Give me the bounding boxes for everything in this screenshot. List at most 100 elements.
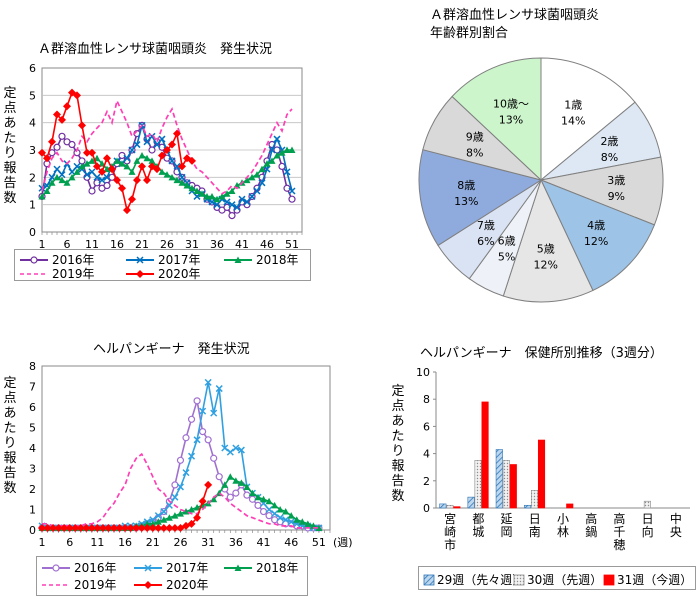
data-point <box>53 110 61 119</box>
data-point <box>215 473 223 481</box>
pie-label-category: 4歳 <box>587 219 605 232</box>
bar-日南 <box>530 490 539 509</box>
category-label: 日南 <box>529 512 541 539</box>
legend-label: 30週（先週） <box>527 573 603 587</box>
data-point <box>73 91 81 100</box>
pie-label-percent: 8% <box>466 147 483 160</box>
y-tick-label: 5 <box>29 422 36 435</box>
data-point <box>221 481 229 488</box>
legend-label: 2016年 <box>52 253 95 267</box>
pie-label-percent: 13% <box>499 114 523 127</box>
data-point <box>215 385 223 393</box>
pie-slice-5歳 <box>502 178 594 303</box>
legend-item: 29週（先々週） <box>423 571 524 588</box>
y-tick-label: 4 <box>29 117 36 130</box>
data-point <box>193 436 201 444</box>
x-tick-label: 6 <box>66 536 73 549</box>
data-point <box>260 495 268 503</box>
category-label-char: 市 <box>444 537 456 552</box>
y-tick-label: 6 <box>29 62 36 75</box>
category-label-char: 中 <box>670 511 682 526</box>
data-point <box>178 179 186 186</box>
data-point <box>83 171 91 179</box>
data-point <box>103 181 111 190</box>
legend-swatch <box>134 580 162 589</box>
legend-item: 2017年 <box>133 559 209 576</box>
legend-label: 2019年 <box>74 578 117 592</box>
x-tick-label: 21 <box>135 238 149 251</box>
legend-swatch-marker <box>136 269 144 278</box>
x-tick-label: 46 <box>284 536 298 549</box>
data-point <box>38 523 46 532</box>
data-point <box>76 523 85 532</box>
category-label-char: 延 <box>501 512 513 526</box>
legend-item: 2018年 <box>223 251 299 268</box>
y-tick-label: 2 <box>29 171 36 184</box>
data-point <box>238 195 246 203</box>
legend-swatch <box>42 563 70 572</box>
data-point <box>210 495 218 503</box>
data-point <box>58 176 66 184</box>
legend-item: 2019年 <box>41 576 117 593</box>
bar-都城 <box>467 496 475 509</box>
data-point <box>187 415 196 423</box>
bar-legend: 29週（先々週） 30週（先週） 31週（今週） <box>418 566 696 590</box>
data-point <box>218 192 226 200</box>
legend-item: 2020年 <box>133 576 209 593</box>
x-tick-label: 46 <box>260 238 274 251</box>
data-point <box>38 192 46 200</box>
pie-label-category: 3歳 <box>607 174 625 187</box>
bar-宮崎市 <box>439 503 447 509</box>
data-point <box>43 187 51 194</box>
pie-slice-8歳 <box>418 149 543 247</box>
data-point <box>243 198 251 206</box>
data-point <box>273 135 281 143</box>
legend-swatch <box>126 255 154 264</box>
strep-chart-title: Ａ群溶血性レンサ球菌咽頭炎 発生状況 <box>38 42 273 57</box>
y-tick-label: 8 <box>423 393 430 406</box>
data-point <box>253 187 261 195</box>
data-point <box>133 176 141 185</box>
legend-swatch-box <box>513 574 525 585</box>
category-label-char: 高 <box>585 511 597 526</box>
data-point <box>115 523 124 532</box>
x-tick-label: 41 <box>257 536 271 549</box>
data-point <box>282 508 290 515</box>
data-point <box>248 489 256 497</box>
data-point <box>78 121 86 130</box>
data-point <box>98 176 106 184</box>
data-point <box>193 513 202 522</box>
category-label-char: 小 <box>557 512 569 526</box>
data-point <box>271 501 279 509</box>
data-point <box>165 501 173 509</box>
data-point <box>271 510 279 518</box>
data-point <box>98 523 107 532</box>
data-point <box>165 523 174 532</box>
data-point <box>171 481 179 489</box>
data-point <box>123 162 131 170</box>
legend-swatch-box <box>603 574 615 585</box>
category-label-char: 高 <box>613 511 625 526</box>
data-point <box>138 162 146 171</box>
category-label-char: 穂 <box>613 538 625 552</box>
data-point <box>123 154 131 162</box>
data-point <box>82 523 91 532</box>
x-tick-label: 11 <box>90 536 104 549</box>
y-tick-label: 8 <box>29 360 36 373</box>
data-point <box>103 173 111 181</box>
pie-slice-1歳 <box>540 57 636 182</box>
data-point <box>304 520 312 527</box>
legend-swatch-marker <box>234 256 242 263</box>
data-point <box>153 165 161 174</box>
legend-swatch <box>603 574 615 585</box>
pie-label-percent: 14% <box>561 115 585 128</box>
category-label: 宮崎市 <box>444 511 456 552</box>
data-point <box>154 518 162 525</box>
legend-item: 31週（今週） <box>603 571 692 588</box>
data-point <box>265 497 273 505</box>
data-point <box>232 489 240 497</box>
herpangina-legend: 2016年 2017年 2018年 2019年 2020年 <box>36 556 308 596</box>
category-label-char: 鍋 <box>585 524 597 539</box>
pie-label-percent: 5% <box>498 250 515 263</box>
